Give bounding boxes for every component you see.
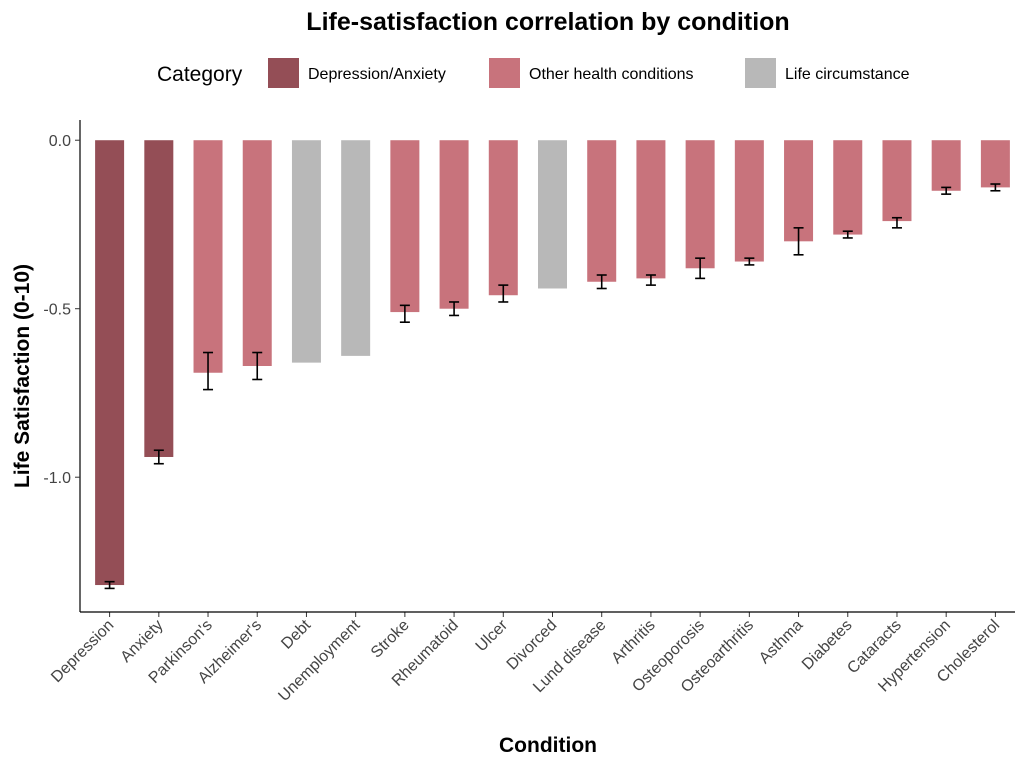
x-tick-label: Depression xyxy=(48,617,117,686)
error-bar xyxy=(449,301,460,317)
bar-anxiety xyxy=(144,140,174,457)
bar-debt xyxy=(291,140,321,363)
error-bar xyxy=(744,257,755,266)
bar-unemployment xyxy=(341,140,371,356)
bar-depression xyxy=(95,140,125,586)
legend-swatch xyxy=(489,58,520,88)
y-axis-title: Life Satisfaction (0-10) xyxy=(11,264,34,488)
x-tick-label: Debt xyxy=(278,616,314,652)
bar-lund-disease xyxy=(587,140,617,282)
error-bar xyxy=(793,227,804,256)
bar-divorced xyxy=(538,140,567,289)
legend-title: Category xyxy=(157,63,243,86)
error-bar xyxy=(399,304,410,323)
legend-label: Depression/Anxiety xyxy=(308,66,446,83)
legend-label: Other health conditions xyxy=(529,66,694,83)
error-bar xyxy=(252,351,263,381)
error-bar xyxy=(842,230,853,239)
x-tick-label: Stroke xyxy=(368,617,413,662)
bar-osteoporosis xyxy=(685,140,715,269)
bar-osteoarthritis xyxy=(734,140,764,262)
bar-ulcer xyxy=(488,140,518,296)
error-bar xyxy=(104,580,115,590)
legend-swatch xyxy=(745,58,776,88)
bar-asthma xyxy=(784,140,814,242)
bar-parkinson-s xyxy=(193,140,223,373)
bar-cataracts xyxy=(882,140,912,222)
bar-stroke xyxy=(390,140,420,313)
x-tick-label: Arthritis xyxy=(608,617,658,667)
y-tick-label: -1.0 xyxy=(43,470,71,487)
error-bars xyxy=(104,183,1001,590)
x-tick-label: Asthma xyxy=(756,617,806,667)
x-tick-label: Ulcer xyxy=(473,616,512,655)
error-bar xyxy=(498,284,509,303)
legend-swatch xyxy=(268,58,299,88)
bars xyxy=(95,140,1010,586)
y-tick-label: -0.5 xyxy=(43,302,71,319)
bar-diabetes xyxy=(833,140,863,235)
legend: Category Depression/Anxiety Other health … xyxy=(157,58,910,88)
error-bar xyxy=(941,186,952,195)
x-axis-title: Condition xyxy=(499,734,597,757)
bar-cholesterol xyxy=(980,140,1010,188)
bar-alzheimer-s xyxy=(242,140,272,366)
error-bar xyxy=(891,216,902,229)
error-bar xyxy=(203,351,214,391)
bar-rheumatoid xyxy=(439,140,469,309)
error-bar xyxy=(645,274,656,286)
error-bar xyxy=(695,257,706,280)
y-tick-label: 0.0 xyxy=(49,133,71,150)
error-bar xyxy=(596,274,607,290)
x-tick-label: Anxiety xyxy=(118,617,167,666)
legend-label: Life circumstance xyxy=(785,66,910,83)
chart-title: Life-satisfaction correlation by conditi… xyxy=(306,8,789,36)
error-bar xyxy=(153,449,164,465)
bar-arthritis xyxy=(636,140,666,279)
bar-hypertension xyxy=(931,140,961,191)
error-bar xyxy=(990,183,1001,192)
